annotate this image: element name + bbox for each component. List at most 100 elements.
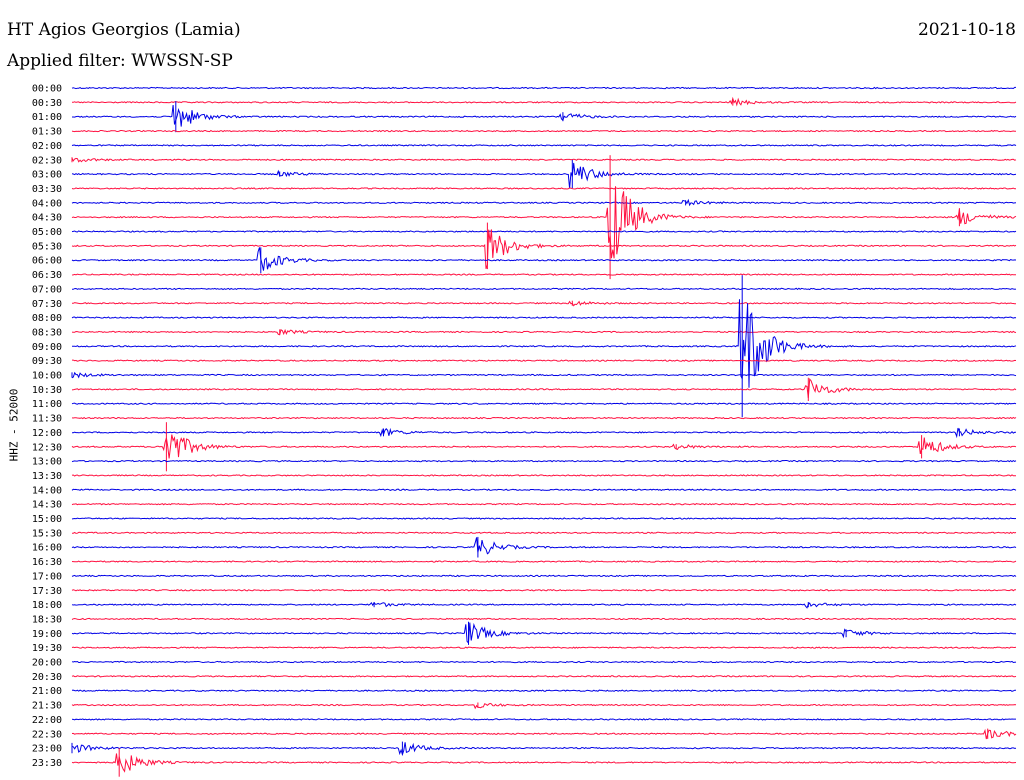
trace-line [71, 459, 1017, 463]
time-label: 08:00 [32, 313, 62, 324]
trace-line [71, 299, 1017, 388]
time-label: 06:00 [32, 256, 62, 267]
trace-line [71, 287, 1017, 291]
trace-line [71, 434, 1017, 459]
trace-line [71, 229, 1017, 269]
trace-line [71, 728, 1017, 740]
time-label: 20:30 [32, 672, 62, 683]
time-label: 17:30 [32, 586, 62, 597]
time-label: 22:30 [32, 729, 62, 740]
trace-line [72, 300, 1017, 307]
trace-line [71, 186, 1017, 259]
trace-line [71, 675, 1017, 678]
trace-line [71, 198, 1017, 207]
trace-line [72, 104, 1017, 127]
time-label: 11:30 [32, 414, 62, 425]
time-label: 13:30 [32, 471, 62, 482]
time-label: 04:30 [32, 213, 62, 224]
time-label: 18:30 [32, 614, 62, 625]
filter-label: Applied filter: WWSSN-SP [7, 51, 233, 71]
time-label: 02:30 [32, 155, 62, 166]
time-label: 02:00 [32, 141, 62, 152]
trace-line [71, 328, 1017, 336]
time-label: 06:30 [32, 270, 62, 281]
trace-line [71, 753, 1017, 773]
station-title: HT Agios Georgios (Lamia) [7, 20, 241, 40]
time-label: 16:00 [32, 543, 62, 554]
time-label: 18:00 [32, 600, 62, 611]
time-label: 13:00 [32, 457, 62, 468]
time-label: 15:30 [32, 528, 62, 539]
trace-line [71, 316, 1017, 319]
trace-line [71, 689, 1016, 692]
trace-line [71, 488, 1017, 492]
time-label: 20:00 [32, 658, 62, 669]
time-label: 22:00 [32, 715, 62, 726]
trace-line [71, 371, 1017, 379]
trace-line [72, 427, 1017, 439]
time-label: 21:30 [32, 701, 62, 712]
trace-line [71, 742, 1017, 757]
trace-line [71, 247, 1017, 271]
trace-line [71, 646, 1017, 649]
trace-line [71, 502, 1017, 506]
time-label: 17:00 [32, 571, 62, 582]
trace-line [71, 718, 1016, 721]
time-label: 09:00 [32, 342, 62, 353]
trace-line [71, 157, 1017, 163]
time-label: 09:30 [32, 356, 62, 367]
trace-line [71, 617, 1017, 621]
trace-line [71, 144, 1017, 147]
time-label: 08:30 [32, 327, 62, 338]
trace-line [71, 531, 1017, 535]
time-label: 15:00 [32, 514, 62, 525]
time-label: 23:00 [32, 744, 62, 755]
time-label: 05:00 [32, 227, 62, 238]
trace-line [71, 187, 1016, 190]
time-label: 04:00 [32, 198, 62, 209]
trace-line [71, 378, 1017, 398]
time-label: 01:30 [32, 127, 62, 138]
trace-line [71, 474, 1017, 477]
time-label: 03:00 [32, 170, 62, 181]
trace-line [71, 589, 1016, 592]
trace-line [71, 416, 1017, 420]
time-label: 07:30 [32, 299, 62, 310]
time-label: 07:00 [32, 284, 62, 295]
time-label: 01:00 [32, 112, 62, 123]
time-label: 19:00 [32, 629, 62, 640]
time-label: 19:30 [32, 643, 62, 654]
trace-line [71, 622, 1017, 645]
time-label: 00:30 [32, 98, 62, 109]
trace-line [71, 702, 1017, 710]
trace-line [71, 560, 1017, 563]
time-label: 23:30 [32, 758, 62, 769]
record-date: 2021-10-18 [917, 20, 1016, 40]
time-label: 05:30 [32, 241, 62, 252]
trace-line [71, 660, 1017, 664]
time-label: 12:00 [32, 428, 62, 439]
trace-line [71, 162, 1017, 189]
time-label: 10:30 [32, 385, 62, 396]
trace-line [71, 86, 1016, 90]
time-label: 16:30 [32, 557, 62, 568]
trace-line [71, 129, 1017, 133]
trace-line [71, 402, 1017, 405]
trace-line [72, 96, 1017, 107]
trace-line [71, 517, 1017, 520]
trace-line [71, 273, 1017, 276]
time-label: 14:00 [32, 485, 62, 496]
time-label: 14:30 [32, 500, 62, 511]
trace-line [71, 574, 1017, 578]
time-label: 12:30 [32, 442, 62, 453]
time-label: 10:00 [32, 371, 62, 382]
trace-line [71, 537, 1017, 555]
trace-line [72, 359, 1017, 362]
time-label: 03:30 [32, 184, 62, 195]
trace-line [71, 601, 1017, 609]
time-label: 11:00 [32, 399, 62, 410]
time-label: 00:00 [32, 84, 62, 95]
time-label: 21:00 [32, 686, 62, 697]
trace-line [71, 230, 1017, 233]
